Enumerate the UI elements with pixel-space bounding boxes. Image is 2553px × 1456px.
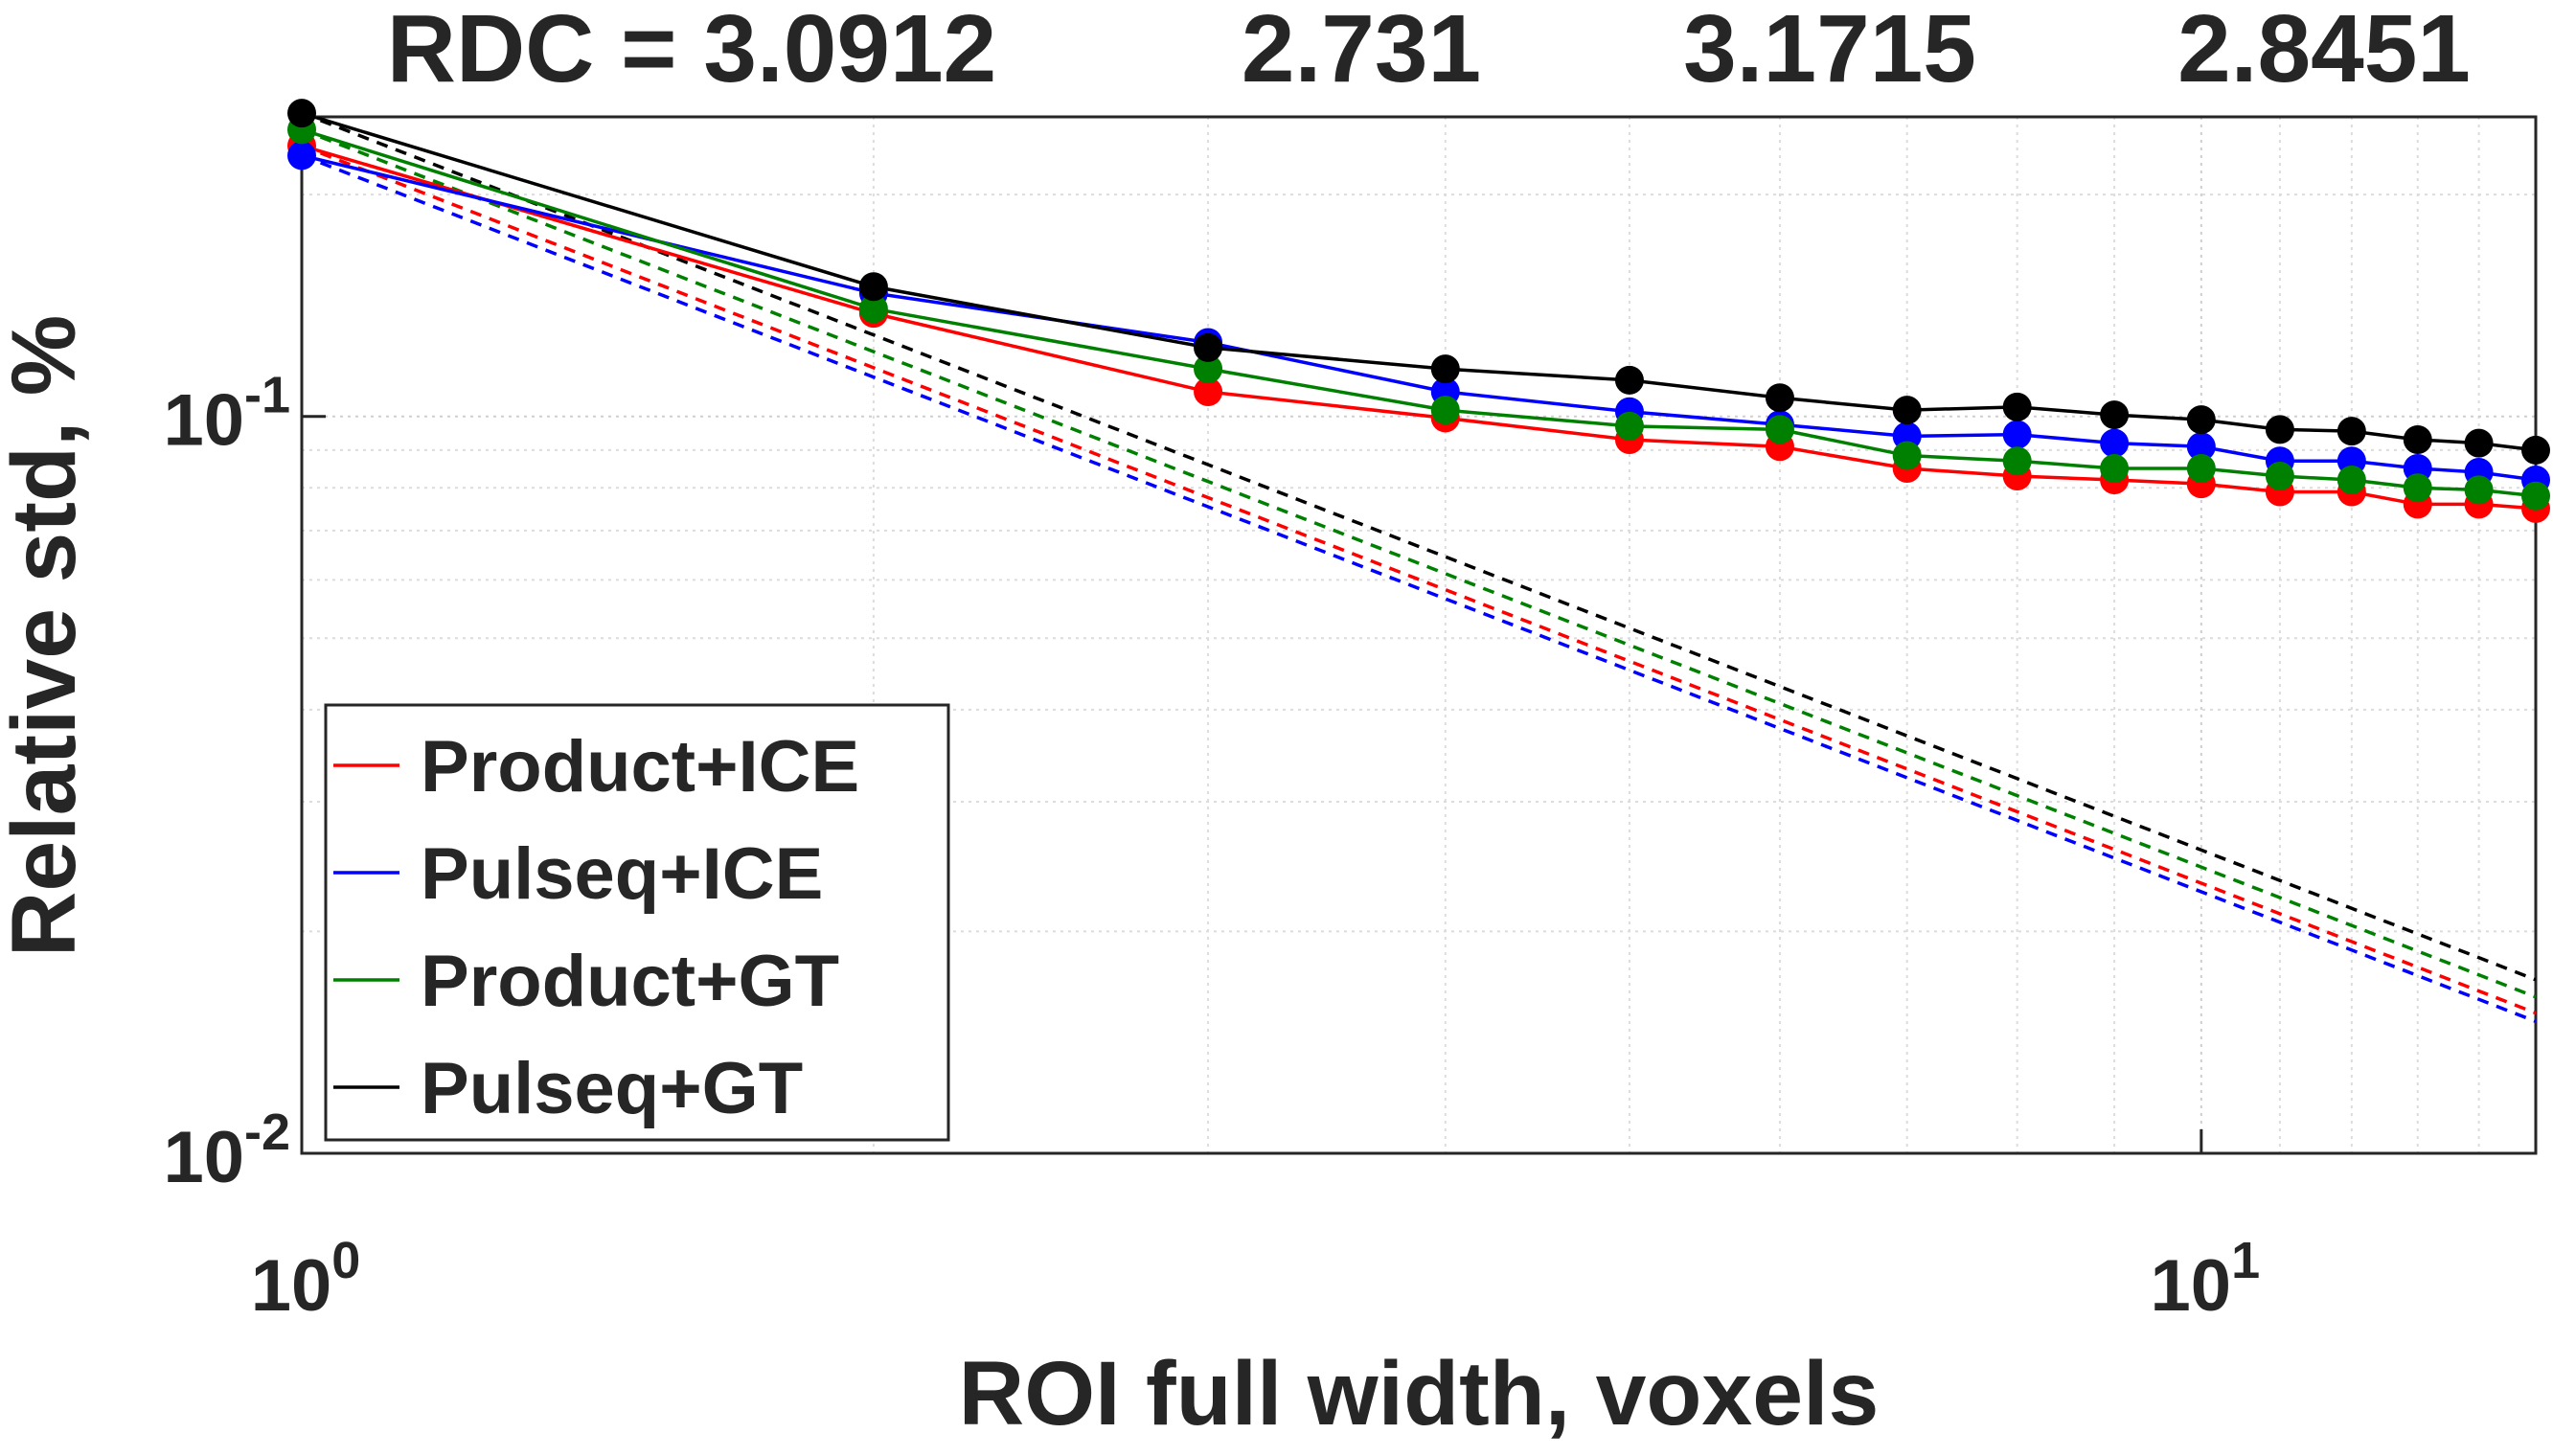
annotation: 3.1715 (1683, 0, 1976, 102)
marker (2336, 417, 2366, 446)
y-tick-label: 10-1 (163, 367, 290, 462)
marker (1614, 411, 1644, 441)
marker (2186, 454, 2216, 484)
y-axis-label: Relative std, % (0, 315, 95, 958)
marker (2100, 454, 2130, 484)
legend-label: Pulseq+GT (421, 1048, 803, 1129)
marker (2403, 473, 2432, 503)
marker (1614, 365, 1644, 395)
x-axis-label: ROI full width, voxels (959, 1343, 1880, 1445)
x-tick-base: 10 (2151, 1245, 2232, 1327)
legend-box (324, 703, 950, 1142)
x-tick-label: 100 (251, 1232, 361, 1327)
annotation: 2.731 (1242, 0, 1481, 102)
marker (2464, 475, 2494, 505)
legend-label: Product+ICE (421, 726, 859, 808)
y-tick-base: 10 (163, 1117, 244, 1198)
reference-line (307, 117, 2536, 982)
y-tick-label: 10-2 (163, 1103, 290, 1198)
marker (2521, 481, 2550, 511)
marker (2186, 432, 2216, 462)
marker (1430, 354, 1460, 384)
marker (2186, 405, 2216, 435)
x-tick-label: 101 (2151, 1232, 2261, 1327)
marker (2100, 428, 2130, 458)
y-tick-base: 10 (163, 380, 244, 462)
y-tick-exponent: -1 (244, 367, 290, 424)
annotation: RDC = 3.0912 (387, 0, 996, 102)
legend-label: Pulseq+ICE (421, 833, 823, 915)
reference-line (302, 127, 2536, 999)
y-tick-exponent: -2 (244, 1103, 290, 1161)
marker (2100, 400, 2130, 430)
marker (2002, 392, 2032, 421)
axes-box (300, 115, 2538, 1155)
marker (2002, 446, 2032, 476)
marker (287, 99, 316, 128)
marker (2464, 428, 2494, 458)
marker (2403, 424, 2432, 454)
x-tick-exponent: 0 (331, 1232, 360, 1289)
marker (1892, 441, 1922, 470)
legend-label: Product+GT (421, 941, 839, 1022)
x-tick-exponent: 1 (2231, 1232, 2260, 1289)
reference-line (302, 144, 2536, 1015)
marker (1765, 383, 1794, 413)
marker (1765, 415, 1794, 444)
marker (2265, 415, 2294, 444)
marker (1194, 332, 1223, 362)
marker (2265, 461, 2294, 490)
reference-line (302, 153, 2536, 1023)
marker (858, 272, 888, 302)
marker (2002, 420, 2032, 449)
marker (858, 294, 888, 324)
marker (287, 141, 316, 171)
x-tick-base: 10 (251, 1245, 332, 1327)
marker (2521, 435, 2550, 465)
marker (1194, 354, 1223, 384)
marker (2336, 466, 2366, 495)
marker (1892, 396, 1922, 425)
marker (1430, 396, 1460, 425)
marker (1194, 377, 1223, 407)
annotation: 2.8451 (2177, 0, 2471, 102)
